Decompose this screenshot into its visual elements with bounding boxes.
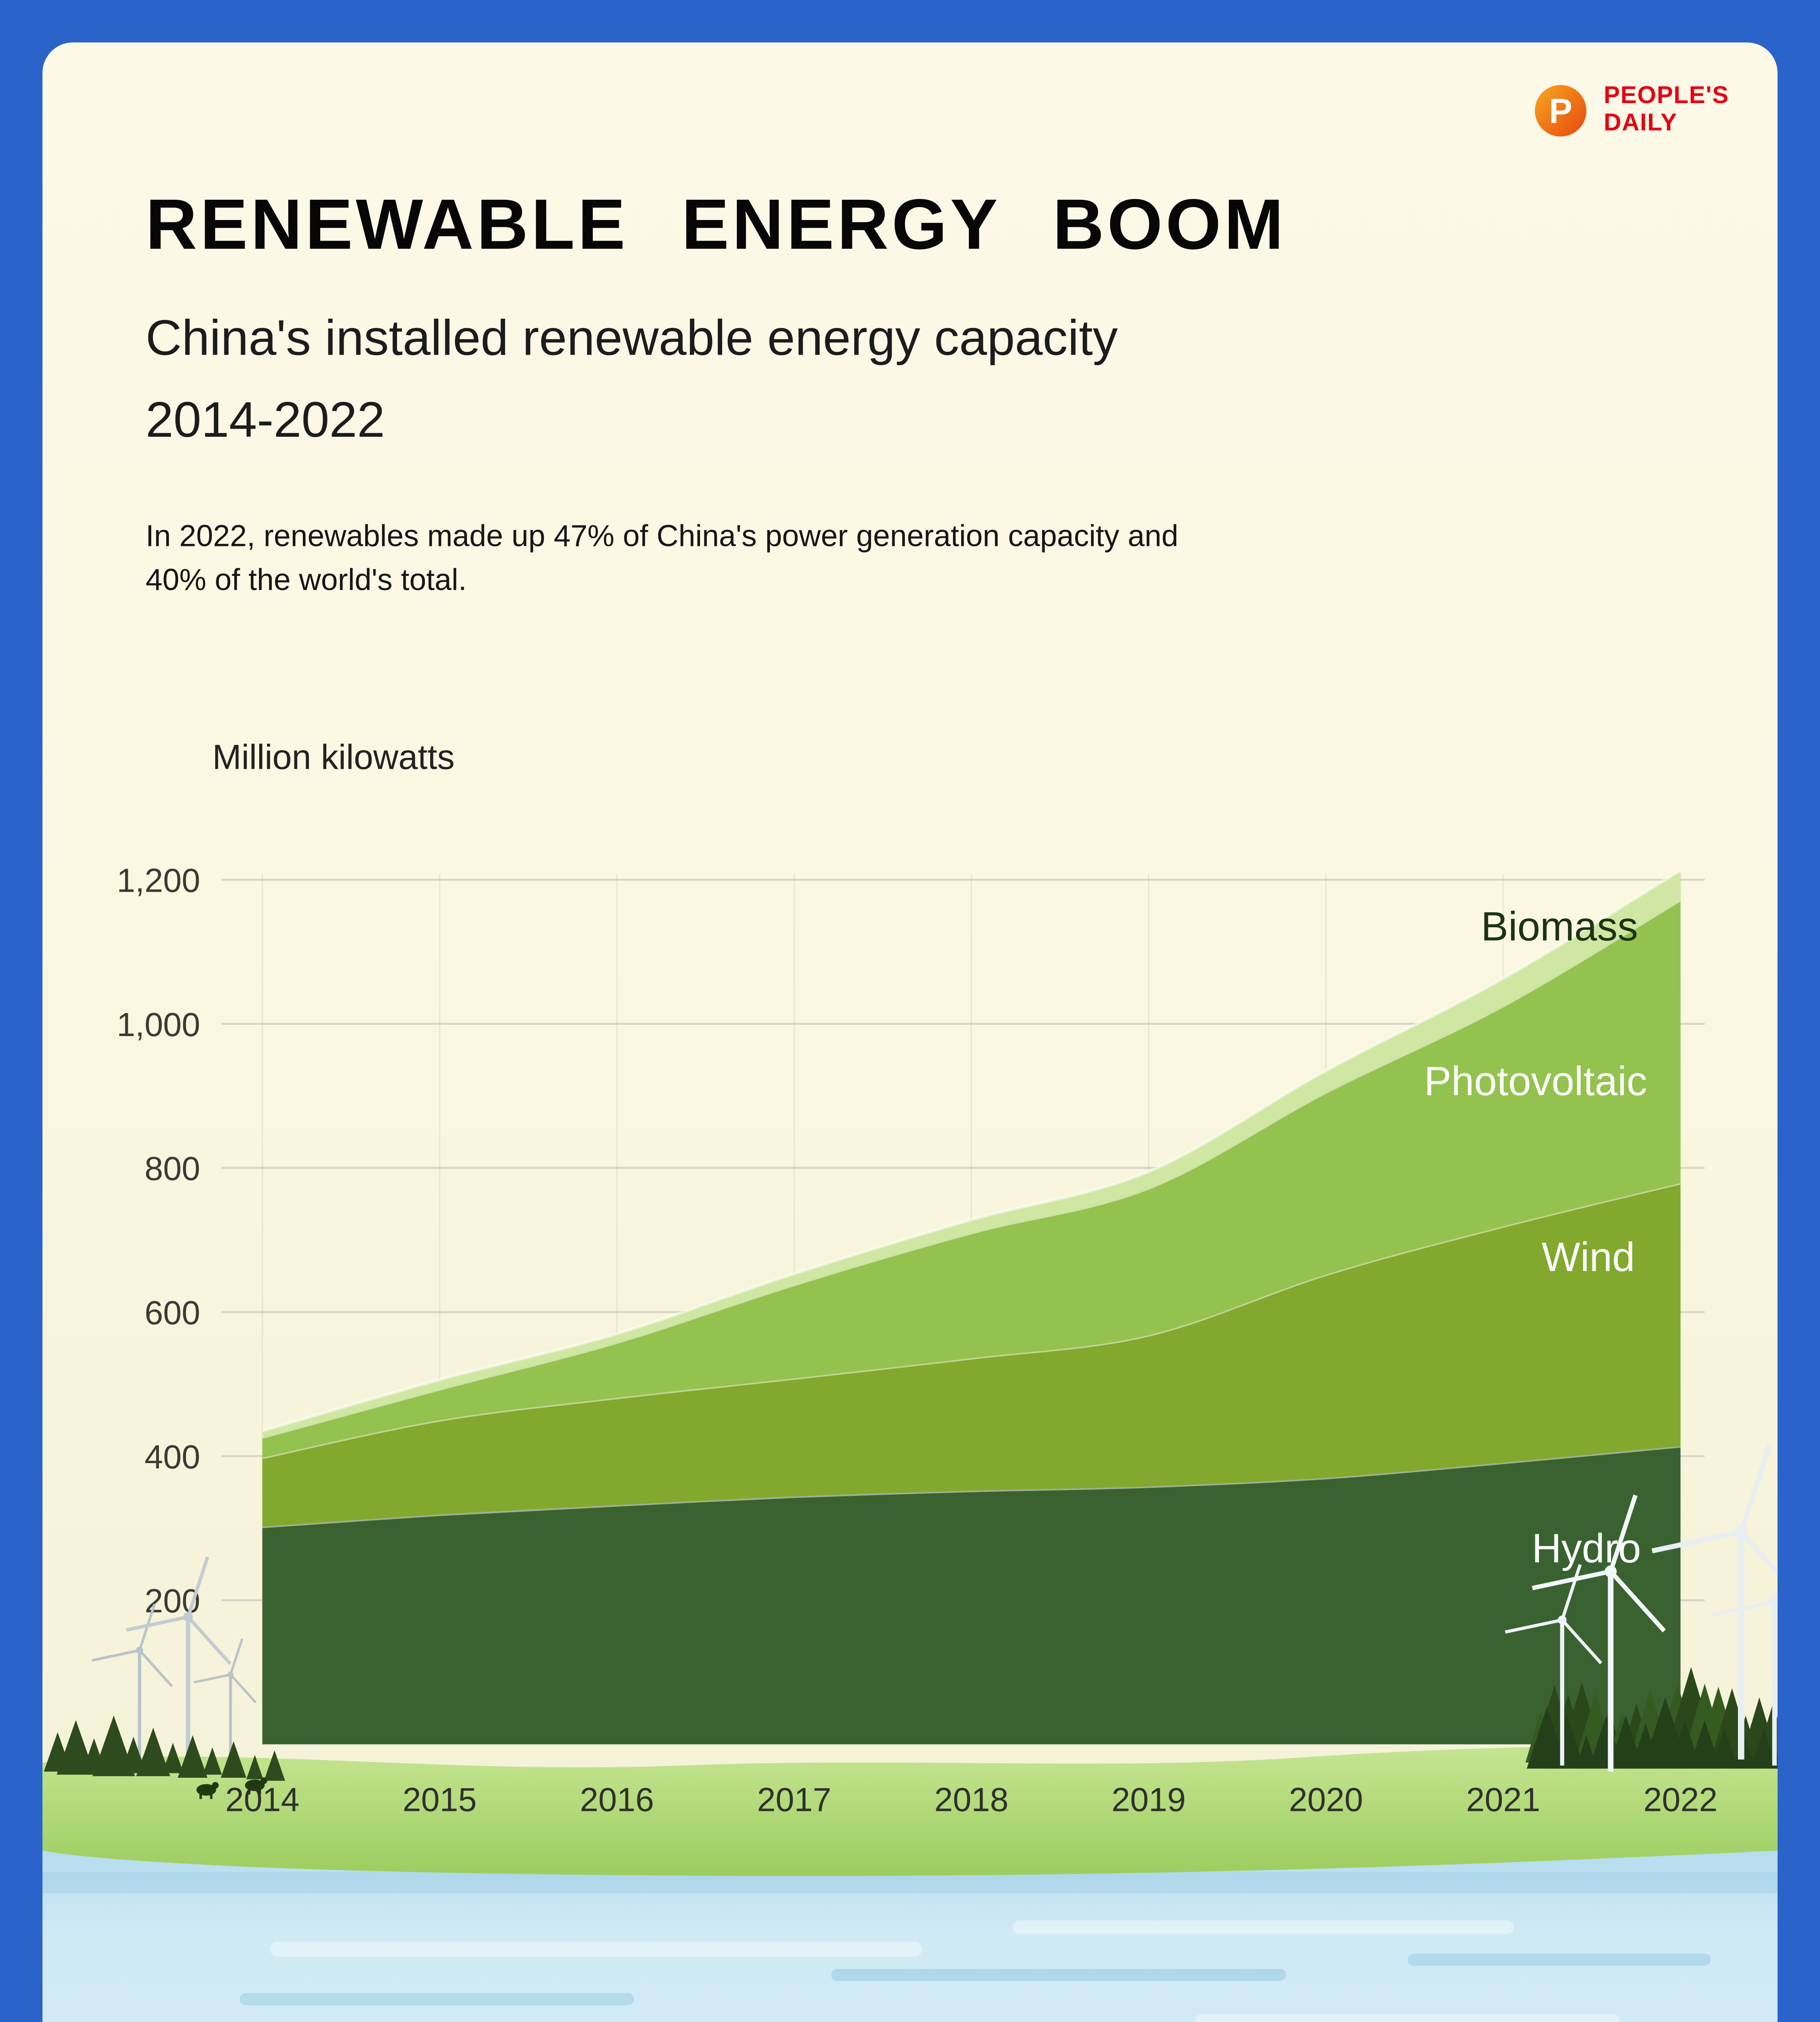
series-label-wind: Wind — [1542, 1234, 1635, 1280]
pine-tree — [1609, 1715, 1643, 1769]
pine-tree — [1689, 1720, 1721, 1769]
x-axis-year-label: 2015 — [402, 1781, 477, 1818]
x-axis-year-label: 2014 — [225, 1781, 300, 1818]
y-axis-unit-label: Million kilowatts — [212, 737, 455, 777]
wind-turbine-icon — [1505, 1564, 1602, 1766]
peoples-daily-logo-icon: P — [1535, 85, 1587, 137]
x-axis-year-label: 2022 — [1643, 1781, 1718, 1818]
cow-silhouette — [245, 1779, 265, 1791]
lake-streak-dark — [831, 1969, 1286, 1981]
pine-tree — [178, 1735, 208, 1778]
lake-streak — [1195, 2014, 1620, 2022]
pine-tree — [246, 1755, 264, 1779]
page-title: RENEWABLE ENERGY BOOM — [146, 183, 1287, 264]
cow-silhouette — [248, 1788, 251, 1795]
x-axis-year-label: 2021 — [1466, 1781, 1541, 1818]
y-axis-tick-label: 600 — [144, 1294, 200, 1331]
y-axis-tick-label: 400 — [144, 1438, 200, 1476]
cow-silhouette — [260, 1777, 267, 1784]
subtitle-line2: 2014-2022 — [146, 391, 385, 448]
lake-streak-dark — [1407, 1954, 1711, 1966]
wind-turbine-icon — [1532, 1494, 1666, 1772]
pine-tree — [57, 1720, 95, 1775]
svg-text:P: P — [1549, 92, 1573, 131]
logo-line2: DAILY — [1604, 110, 1678, 137]
x-axis-year-label: 2017 — [757, 1781, 831, 1818]
page-description: In 2022, renewables made up 47% of China… — [146, 516, 1178, 604]
description-line2: 40% of the world's total. — [146, 564, 467, 598]
chart-areas — [262, 869, 1681, 1745]
description-line1: In 2022, renewables made up 47% of China… — [146, 520, 1179, 554]
pine-tree — [136, 1728, 170, 1777]
foreground-decoration — [44, 1445, 1778, 1799]
x-axis-year-label: 2018 — [934, 1781, 1009, 1818]
peoples-daily-logo: P PEOPLE'S DAILY — [1533, 82, 1729, 140]
area-edge-biomass — [262, 869, 1681, 1433]
y-axis-tick-label: 1,000 — [117, 1006, 200, 1043]
area-photovoltaic — [262, 900, 1680, 1458]
x-axis-year-label: 2016 — [580, 1781, 654, 1818]
cow-silhouette — [258, 1788, 261, 1795]
content-panel: 200 400 600 800 1,000 1,200 Hydro Wind Photovol… — [42, 42, 1778, 2022]
lake-streak — [1013, 1920, 1514, 1934]
pine-tree — [1711, 1728, 1738, 1769]
cow-silhouette — [210, 1793, 213, 1799]
page-subtitle: China's installed renewable energy capac… — [146, 297, 1118, 461]
wind-turbine-icon — [1651, 1445, 1778, 1760]
series-label-photovoltaic: Photovoltaic — [1424, 1058, 1647, 1104]
area-wind — [262, 1183, 1680, 1527]
pine-tree — [120, 1736, 146, 1773]
subtitle-line1: China's installed renewable energy capac… — [146, 309, 1118, 366]
x-axis-year-label: 2020 — [1289, 1781, 1363, 1818]
area-edge-wind — [262, 1181, 1681, 1459]
pine-tree — [1750, 1728, 1778, 1769]
pine-tree — [203, 1747, 222, 1775]
pine-tree — [221, 1741, 247, 1778]
pine-tree — [264, 1750, 285, 1781]
y-axis-tick-label: 1,200 — [117, 862, 200, 899]
pine-tree — [1549, 1714, 1585, 1769]
area-hydro — [262, 1446, 1680, 1745]
lake-streak-dark — [239, 1993, 634, 2005]
cow-silhouette — [199, 1793, 202, 1799]
pine-tree — [92, 1715, 135, 1777]
x-axis-year-label: 2019 — [1112, 1781, 1186, 1818]
x-axis-labels: 2014 2015 2016 2017 2018 2019 2020 2021 2022 — [225, 1781, 1718, 1818]
cow-silhouette — [212, 1782, 219, 1789]
green-shore — [42, 1735, 1778, 1876]
lake-streak — [270, 1942, 922, 1957]
logo-line1: PEOPLE'S — [1604, 83, 1729, 110]
wind-turbine-icon — [1710, 1586, 1778, 1766]
y-axis-tick-label: 800 — [144, 1150, 200, 1187]
cow-silhouette — [196, 1784, 216, 1796]
series-label-biomass: Biomass — [1481, 903, 1638, 949]
landscape-decoration — [42, 1735, 1778, 2022]
pine-tree — [162, 1743, 184, 1773]
pine-tree — [1669, 1720, 1701, 1769]
